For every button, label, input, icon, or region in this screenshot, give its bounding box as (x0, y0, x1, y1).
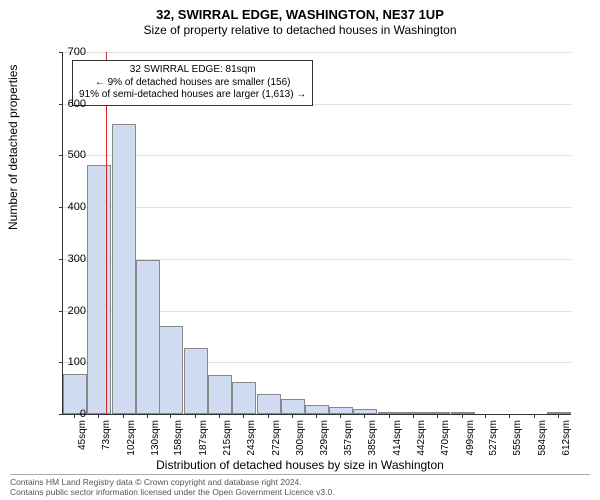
xtick-label: 243sqm (246, 420, 257, 470)
histogram-bar (402, 412, 426, 414)
ytick-label: 700 (46, 46, 86, 58)
xtick-mark (462, 414, 463, 418)
xtick-mark (437, 414, 438, 418)
chart-container: 32, SWIRRAL EDGE, WASHINGTON, NE37 1UP S… (0, 0, 600, 500)
ytick-label: 200 (46, 305, 86, 317)
xtick-label: 102sqm (126, 420, 137, 470)
histogram-bar (353, 409, 377, 414)
ytick-label: 400 (46, 201, 86, 213)
histogram-bar (305, 405, 329, 414)
ytick-label: 500 (46, 149, 86, 161)
gridline (63, 155, 571, 156)
info-box: 32 SWIRRAL EDGE: 81sqm ← 9% of detached … (72, 60, 313, 106)
ytick-label: 0 (46, 408, 86, 420)
xtick-mark (292, 414, 293, 418)
histogram-bar (232, 382, 256, 414)
histogram-bar (451, 412, 475, 414)
xtick-mark (558, 414, 559, 418)
xtick-mark (413, 414, 414, 418)
xtick-mark (316, 414, 317, 418)
histogram-bar (159, 326, 183, 414)
y-axis-label: Number of detached properties (6, 65, 20, 230)
xtick-mark (170, 414, 171, 418)
histogram-bar (136, 260, 160, 414)
xtick-label: 385sqm (367, 420, 378, 470)
xtick-label: 414sqm (392, 420, 403, 470)
info-line-3: 91% of semi-detached houses are larger (… (79, 89, 306, 102)
histogram-bar (257, 394, 281, 414)
xtick-mark (340, 414, 341, 418)
xtick-mark (123, 414, 124, 418)
xtick-label: 187sqm (198, 420, 209, 470)
gridline (63, 52, 571, 53)
footer-line-2: Contains public sector information licen… (10, 487, 590, 497)
xtick-label: 300sqm (295, 420, 306, 470)
gridline (63, 207, 571, 208)
xtick-label: 45sqm (77, 420, 88, 470)
ytick-label: 100 (46, 356, 86, 368)
xtick-label: 130sqm (150, 420, 161, 470)
histogram-bar (547, 412, 571, 414)
xtick-label: 158sqm (173, 420, 184, 470)
chart-title: 32, SWIRRAL EDGE, WASHINGTON, NE37 1UP (0, 0, 600, 22)
ytick-label: 300 (46, 253, 86, 265)
xtick-mark (485, 414, 486, 418)
reference-line (106, 52, 107, 414)
xtick-label: 612sqm (561, 420, 572, 470)
xtick-label: 357sqm (343, 420, 354, 470)
xtick-label: 329sqm (319, 420, 330, 470)
xtick-mark (147, 414, 148, 418)
histogram-bar (184, 348, 208, 414)
chart-subtitle: Size of property relative to detached ho… (0, 22, 600, 37)
xtick-label: 73sqm (101, 420, 112, 470)
xtick-mark (364, 414, 365, 418)
xtick-label: 499sqm (465, 420, 476, 470)
histogram-bar (112, 124, 136, 414)
info-line-2: ← 9% of detached houses are smaller (156… (79, 77, 306, 90)
info-line-1: 32 SWIRRAL EDGE: 81sqm (79, 64, 306, 77)
footer-line-1: Contains HM Land Registry data © Crown c… (10, 477, 590, 487)
xtick-label: 272sqm (271, 420, 282, 470)
xtick-label: 584sqm (537, 420, 548, 470)
xtick-mark (268, 414, 269, 418)
xtick-label: 527sqm (488, 420, 499, 470)
plot-area (62, 52, 571, 415)
xtick-mark (195, 414, 196, 418)
histogram-bar (208, 375, 232, 414)
histogram-bar (426, 412, 450, 414)
ytick-label: 600 (46, 98, 86, 110)
histogram-bar (378, 412, 402, 414)
xtick-mark (389, 414, 390, 418)
xtick-mark (243, 414, 244, 418)
histogram-bar (281, 399, 305, 415)
histogram-bar (329, 407, 353, 414)
xtick-mark (74, 414, 75, 418)
xtick-label: 555sqm (512, 420, 523, 470)
histogram-bar (87, 165, 111, 414)
xtick-label: 442sqm (416, 420, 427, 470)
xtick-mark (534, 414, 535, 418)
footer: Contains HM Land Registry data © Crown c… (10, 474, 590, 497)
xtick-mark (98, 414, 99, 418)
xtick-label: 215sqm (222, 420, 233, 470)
xtick-mark (219, 414, 220, 418)
xtick-mark (509, 414, 510, 418)
xtick-label: 470sqm (440, 420, 451, 470)
